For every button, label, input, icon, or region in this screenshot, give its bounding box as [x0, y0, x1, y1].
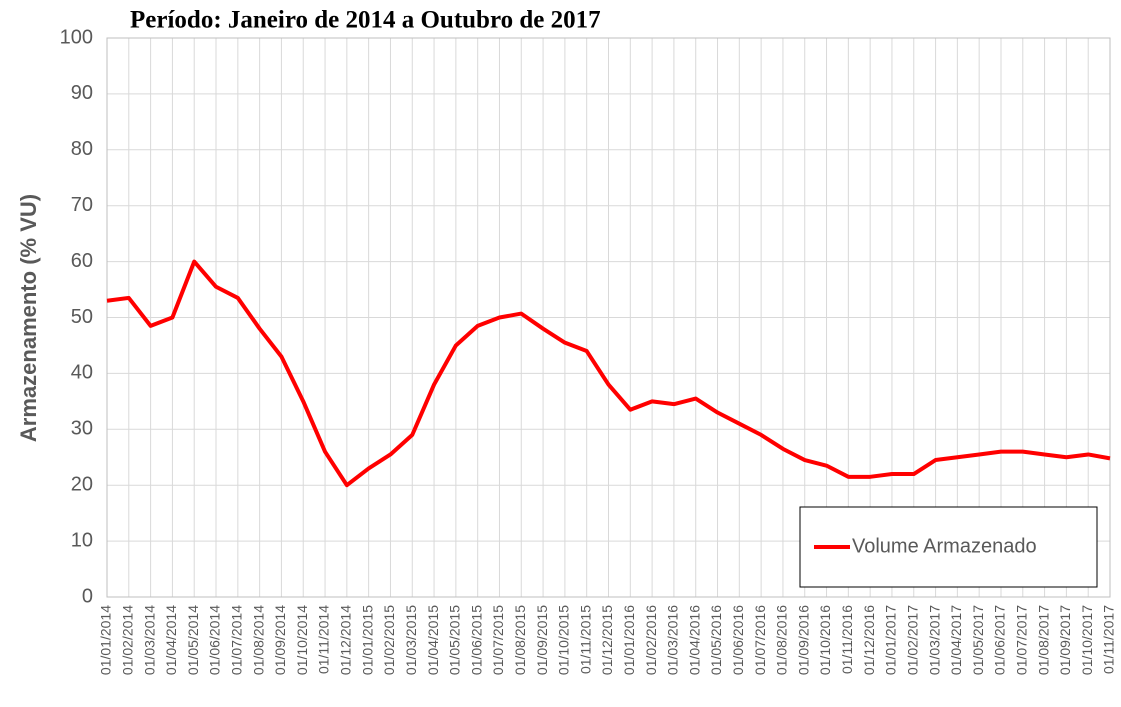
x-tick-label: 01/07/2015 [490, 605, 506, 675]
x-tick-label: 01/06/2015 [468, 605, 484, 675]
x-tick-label: 01/01/2017 [883, 605, 899, 675]
x-tick-label: 01/09/2017 [1057, 605, 1073, 675]
x-tick-label: 01/03/2017 [926, 605, 942, 675]
x-tick-label: 01/02/2016 [643, 605, 659, 675]
x-tick-label: 01/11/2017 [1101, 605, 1117, 674]
x-tick-label: 01/12/2014 [338, 605, 354, 675]
y-tick-label: 20 [71, 473, 93, 495]
x-tick-label: 01/11/2014 [316, 605, 332, 674]
y-axis-label: Armazenamento (% VU) [16, 194, 41, 442]
x-tick-label: 01/05/2016 [708, 605, 724, 675]
y-tick-label: 70 [71, 194, 93, 216]
y-tick-label: 30 [71, 418, 93, 440]
x-tick-label: 01/10/2015 [556, 605, 572, 675]
x-tick-label: 01/03/2016 [665, 605, 681, 675]
x-tick-label: 01/06/2016 [730, 605, 746, 675]
y-tick-label: 80 [71, 138, 93, 160]
x-tick-label: 01/02/2014 [120, 605, 136, 675]
legend-label: Volume Armazenado [852, 535, 1037, 557]
x-tick-label: 01/09/2014 [272, 605, 288, 675]
x-tick-label: 01/06/2014 [207, 605, 223, 675]
x-tick-label: 01/04/2016 [686, 605, 702, 675]
x-tick-label: 01/12/2016 [861, 605, 877, 675]
chart-title: Período: Janeiro de 2014 a Outubro de 20… [130, 7, 601, 34]
x-tick-label: 01/04/2014 [163, 605, 179, 675]
x-tick-label: 01/10/2014 [294, 605, 310, 675]
y-tick-label: 40 [71, 362, 93, 384]
x-tick-label: 01/11/2015 [577, 605, 593, 674]
x-tick-label: 01/09/2016 [795, 605, 811, 675]
data-line [106, 259, 1111, 488]
x-tick-label: 01/07/2017 [1013, 605, 1029, 675]
x-tick-label: 01/12/2015 [599, 605, 615, 675]
x-tick-label: 01/06/2017 [992, 605, 1008, 675]
x-tick-label: 01/03/2014 [141, 605, 157, 675]
x-tick-label: 01/01/2016 [621, 605, 637, 675]
y-tick-label: 10 [71, 529, 93, 551]
y-tick-label: 90 [71, 82, 93, 104]
x-tick-label: 01/10/2016 [817, 605, 833, 675]
x-tick-label: 01/04/2015 [425, 605, 441, 675]
x-tick-label: 01/02/2017 [904, 605, 920, 675]
x-tick-label: 01/05/2014 [185, 605, 201, 675]
x-tick-label: 01/08/2016 [774, 605, 790, 675]
x-tick-label: 01/10/2017 [1079, 605, 1095, 675]
y-tick-label: 50 [71, 306, 93, 328]
y-tick-label: 60 [71, 250, 93, 272]
x-tick-label: 01/08/2015 [512, 605, 528, 675]
x-tick-label: 01/04/2017 [948, 605, 964, 675]
x-tick-label: 01/08/2014 [250, 605, 266, 675]
x-tick-label: 01/08/2017 [1035, 605, 1051, 675]
x-tick-label: 01/07/2016 [752, 605, 768, 675]
x-tick-label: 01/03/2015 [403, 605, 419, 675]
y-tick-label: 0 [82, 585, 93, 607]
x-tick-label: 01/05/2017 [970, 605, 986, 675]
x-tick-label: 01/02/2015 [381, 605, 397, 675]
x-tick-label: 01/01/2014 [98, 605, 114, 675]
y-tick-label: 100 [60, 26, 93, 48]
x-tick-label: 01/09/2015 [534, 605, 550, 675]
x-tick-label: 01/01/2015 [359, 605, 375, 675]
x-tick-label: 01/05/2015 [447, 605, 463, 675]
x-tick-label: 01/11/2016 [839, 605, 855, 674]
plot-border [106, 37, 1111, 598]
x-tick-label: 01/07/2014 [229, 605, 245, 675]
